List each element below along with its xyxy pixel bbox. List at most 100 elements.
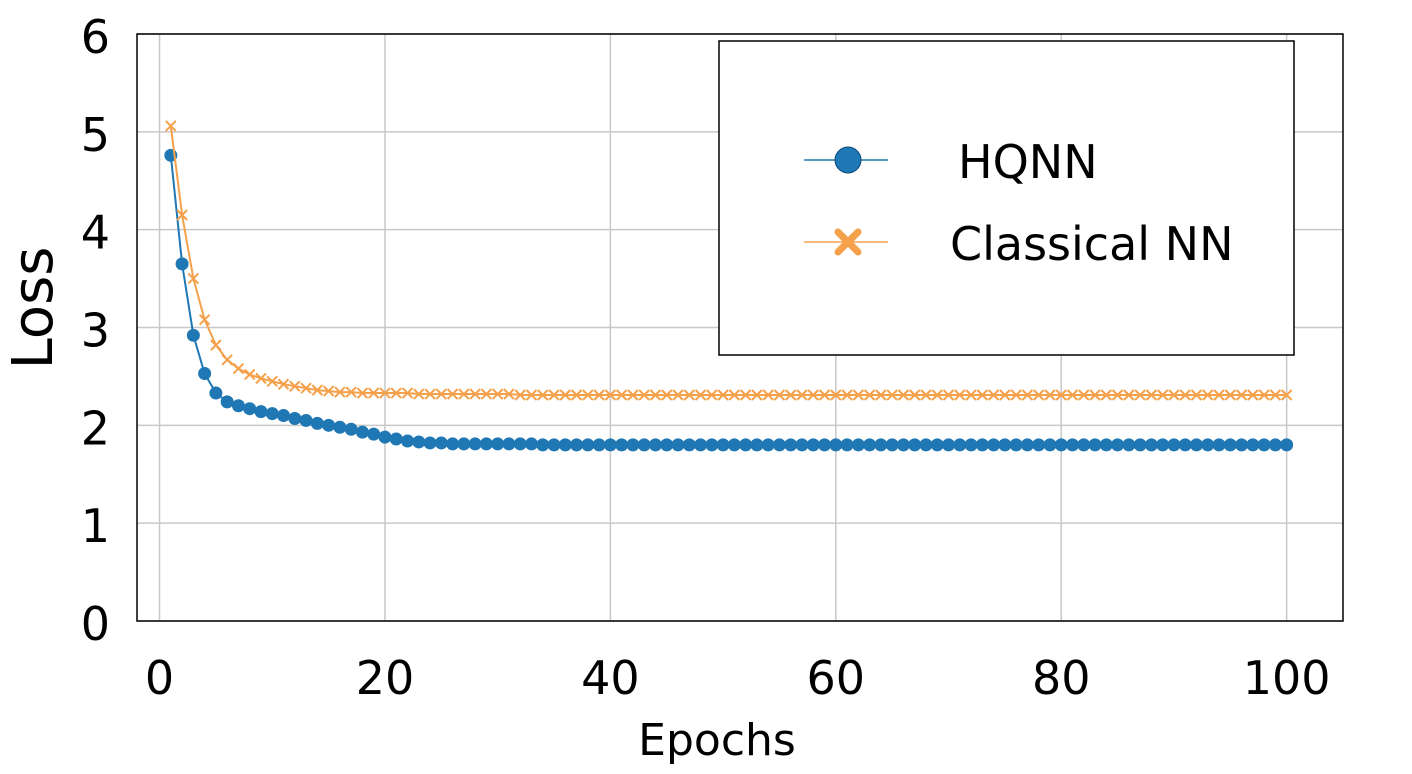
data-point	[367, 427, 381, 441]
data-point	[446, 437, 460, 451]
data-point	[502, 437, 516, 451]
data-point	[457, 437, 471, 451]
data-point	[423, 436, 437, 450]
legend: HQNN Classical NN	[718, 40, 1295, 356]
data-point	[863, 389, 876, 401]
data-point	[784, 438, 798, 452]
data-point	[683, 389, 695, 401]
data-point	[469, 388, 481, 400]
data-point	[592, 438, 606, 452]
data-point	[1258, 389, 1270, 401]
data-point	[1134, 389, 1146, 401]
data-point	[818, 438, 832, 452]
data-point	[322, 418, 336, 432]
data-point	[896, 438, 910, 452]
y-tick-label: 5	[81, 108, 110, 162]
data-point	[1179, 389, 1191, 401]
data-point	[942, 389, 955, 401]
data-point	[491, 388, 504, 400]
x-tick-label: 100	[1243, 651, 1331, 705]
data-point	[536, 438, 550, 452]
data-point	[1189, 438, 1203, 452]
data-point	[322, 385, 335, 397]
y-tick-label: 2	[81, 401, 110, 455]
data-point	[1247, 389, 1259, 401]
data-point	[165, 120, 177, 132]
data-point	[694, 389, 707, 401]
data-point	[999, 389, 1011, 401]
data-point	[604, 389, 617, 401]
data-point	[379, 387, 391, 399]
legend-marker-hqnn	[834, 146, 862, 174]
data-point	[739, 438, 753, 452]
data-point	[311, 384, 324, 396]
data-point	[1268, 438, 1282, 452]
x-tick-label: 20	[356, 651, 415, 705]
x-tick-label: 60	[807, 651, 866, 705]
data-point	[920, 389, 932, 401]
data-point	[728, 389, 741, 401]
data-point	[345, 386, 357, 398]
data-point	[1202, 389, 1214, 401]
data-point	[491, 437, 505, 451]
data-point	[220, 395, 234, 409]
data-point	[1257, 438, 1271, 452]
data-point	[412, 435, 426, 449]
data-point	[289, 380, 301, 392]
data-point	[231, 399, 245, 413]
data-point	[446, 388, 459, 400]
data-point	[389, 432, 403, 446]
legend-frame	[718, 40, 1295, 356]
data-point	[1077, 438, 1091, 452]
data-point	[785, 389, 797, 401]
data-point	[1065, 438, 1079, 452]
data-point	[1078, 389, 1090, 401]
data-point	[198, 366, 212, 380]
data-point	[401, 434, 415, 448]
data-point	[265, 407, 279, 421]
data-point	[176, 209, 188, 221]
data-point	[1156, 438, 1170, 452]
data-point	[514, 389, 526, 401]
data-point	[671, 438, 685, 452]
data-point	[558, 438, 572, 452]
data-point	[390, 387, 402, 399]
data-point	[998, 438, 1012, 452]
data-point	[706, 389, 718, 401]
data-point	[581, 438, 595, 452]
data-point	[682, 438, 696, 452]
x-axis-title: Epochs	[638, 715, 796, 766]
x-tick-label: 80	[1032, 651, 1091, 705]
x-tick-label: 40	[581, 651, 640, 705]
data-point	[1167, 438, 1181, 452]
data-point	[649, 389, 662, 401]
data-point	[615, 438, 629, 452]
data-point	[761, 438, 775, 452]
data-point	[638, 389, 650, 401]
data-point	[288, 411, 302, 425]
data-point	[468, 437, 482, 451]
data-point	[593, 389, 605, 401]
data-point	[851, 438, 865, 452]
data-point	[367, 387, 380, 399]
series-classical-nn	[165, 120, 1293, 401]
data-point	[954, 389, 966, 401]
data-point	[1224, 389, 1236, 401]
data-point	[1032, 389, 1045, 401]
data-point	[1156, 389, 1169, 401]
data-point	[1043, 438, 1057, 452]
data-point	[344, 422, 358, 436]
data-point	[310, 416, 324, 430]
data-point	[1145, 389, 1158, 401]
data-point	[547, 438, 561, 452]
data-point	[503, 388, 515, 400]
data-point	[953, 438, 967, 452]
data-point	[243, 402, 257, 416]
data-point	[1178, 438, 1192, 452]
data-point	[987, 389, 1000, 401]
data-point	[1223, 438, 1237, 452]
data-point	[254, 405, 268, 419]
data-point	[525, 389, 538, 401]
data-point	[434, 436, 448, 450]
